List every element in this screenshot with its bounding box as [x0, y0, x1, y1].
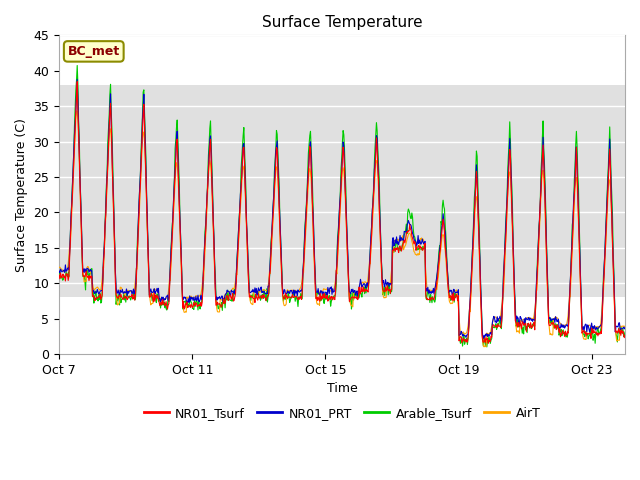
Arable_Tsurf: [55, 271, 63, 276]
Bar: [59, 85, 625, 298]
Arable_Tsurf: [489, 325, 497, 331]
Title: Surface Temperature: Surface Temperature: [262, 15, 422, 30]
Arable_Tsurf: [397, 245, 404, 251]
NR01_PRT: [120, 289, 128, 295]
AirT: [480, 344, 488, 350]
NR01_PRT: [171, 178, 179, 184]
AirT: [349, 304, 356, 310]
Arable_Tsurf: [120, 297, 128, 303]
Arable_Tsurf: [349, 289, 356, 295]
NR01_PRT: [489, 316, 497, 322]
Arable_Tsurf: [171, 174, 179, 180]
AirT: [397, 238, 404, 244]
Arable_Tsurf: [74, 62, 81, 68]
Arable_Tsurf: [483, 344, 491, 350]
Line: AirT: AirT: [59, 111, 625, 347]
NR01_PRT: [55, 268, 63, 274]
Line: NR01_PRT: NR01_PRT: [59, 79, 625, 338]
X-axis label: Time: Time: [326, 383, 358, 396]
Arable_Tsurf: [132, 278, 140, 284]
NR01_Tsurf: [74, 79, 81, 84]
NR01_PRT: [397, 238, 404, 244]
NR01_PRT: [621, 324, 629, 330]
Arable_Tsurf: [621, 329, 629, 335]
NR01_Tsurf: [621, 332, 629, 338]
AirT: [621, 323, 629, 329]
AirT: [171, 193, 179, 199]
Line: Arable_Tsurf: Arable_Tsurf: [59, 65, 625, 347]
NR01_Tsurf: [55, 272, 63, 278]
NR01_PRT: [349, 287, 356, 292]
AirT: [55, 264, 63, 270]
NR01_PRT: [74, 76, 81, 82]
AirT: [132, 265, 140, 271]
NR01_Tsurf: [349, 294, 356, 300]
NR01_PRT: [132, 270, 140, 276]
NR01_Tsurf: [484, 340, 492, 346]
NR01_PRT: [479, 336, 487, 341]
NR01_Tsurf: [489, 322, 497, 328]
AirT: [489, 318, 497, 324]
AirT: [120, 292, 128, 298]
Line: NR01_Tsurf: NR01_Tsurf: [59, 82, 625, 343]
NR01_Tsurf: [397, 246, 404, 252]
AirT: [73, 108, 81, 114]
Legend: NR01_Tsurf, NR01_PRT, Arable_Tsurf, AirT: NR01_Tsurf, NR01_PRT, Arable_Tsurf, AirT: [139, 402, 545, 425]
Text: BC_met: BC_met: [68, 45, 120, 58]
NR01_Tsurf: [171, 184, 179, 190]
NR01_Tsurf: [132, 279, 140, 285]
Y-axis label: Surface Temperature (C): Surface Temperature (C): [15, 118, 28, 272]
NR01_Tsurf: [120, 293, 128, 299]
